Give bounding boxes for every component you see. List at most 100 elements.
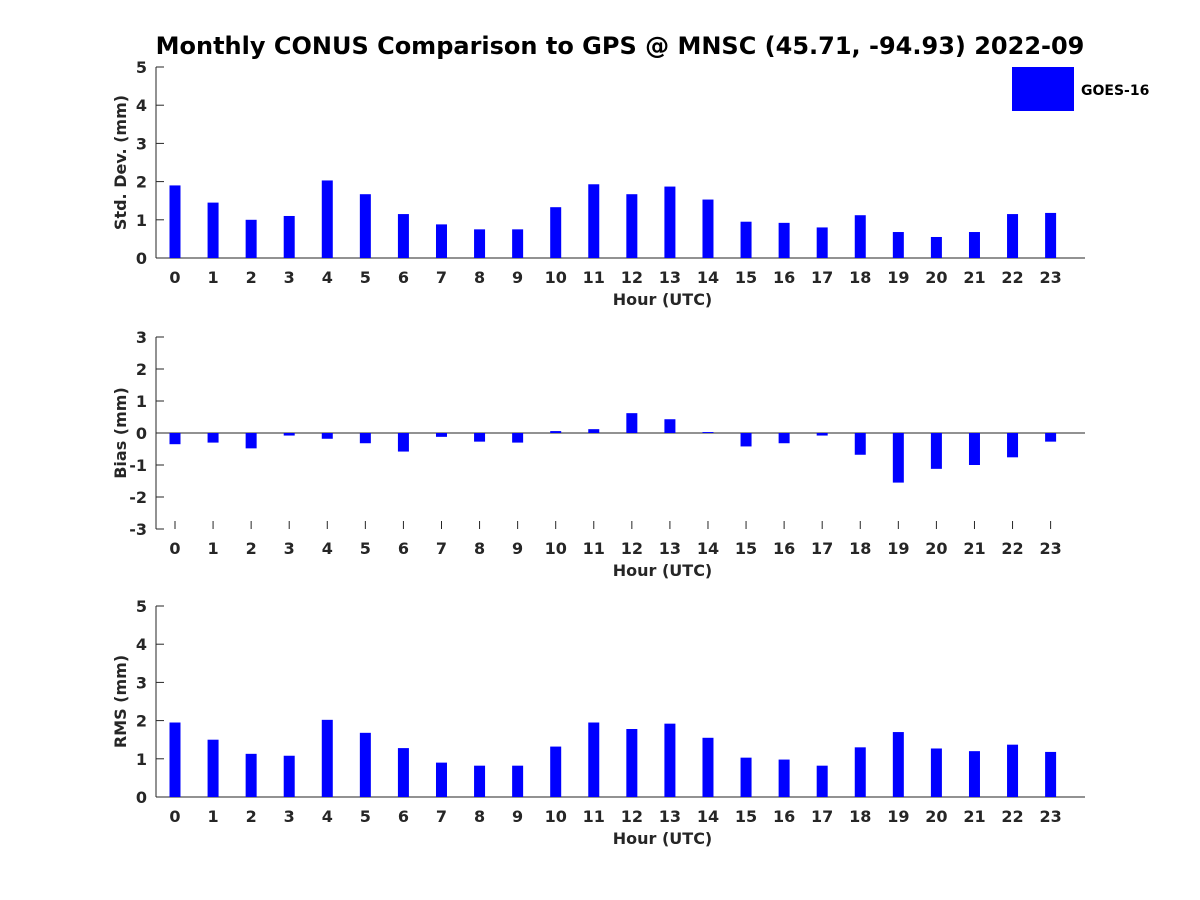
panel-2-x-tick-label: 14 [697, 539, 719, 558]
legend-label: GOES-16 [1081, 83, 1149, 99]
panel-1-x-tick-label: 14 [697, 268, 719, 287]
panel-3-x-tick-label: 10 [545, 807, 567, 826]
panel-1-y-tick-label: 4 [136, 96, 147, 115]
panel-3-y-tick-label: 0 [136, 788, 147, 807]
panel-3-x-tick-label: 3 [284, 807, 295, 826]
panel-2-bar [816, 433, 828, 436]
panel-1-bar [778, 222, 790, 258]
panel-3-y-tick-label: 5 [136, 597, 147, 616]
panel-3-x-tick-label: 0 [169, 807, 180, 826]
panel-1-bar [359, 194, 371, 258]
panel-3-bar [664, 723, 676, 797]
panel-1-bar [854, 215, 866, 258]
panel-2-bar [207, 433, 219, 443]
panel-2-x-tick-label: 9 [512, 539, 523, 558]
panel-2-x-tick-label: 12 [621, 539, 643, 558]
panel-1-bar [816, 227, 828, 258]
panel-1-bar [740, 221, 752, 258]
panel-3-x-tick-label: 8 [474, 807, 485, 826]
panel-2-bar [283, 433, 295, 436]
panel-3-bar [778, 759, 790, 797]
panel-2-bar [778, 433, 790, 444]
panel-3-bar [1007, 744, 1019, 797]
panel-2-x-label: Hour (UTC) [613, 561, 713, 580]
panel-2-bar [854, 433, 866, 455]
panel-2-bar [359, 433, 371, 444]
panel-1-x-tick-label: 8 [474, 268, 485, 287]
panel-2-bar [1007, 433, 1019, 458]
panel-1-bar [435, 224, 447, 258]
panel-3-x-tick-label: 5 [360, 807, 371, 826]
panel-1-x-tick-label: 9 [512, 268, 523, 287]
panel-3-bar [435, 762, 447, 797]
panel-3-x-tick-label: 11 [583, 807, 605, 826]
panel-2-y-tick-label: 2 [136, 360, 147, 379]
panel-1-y-tick-label: 3 [136, 134, 147, 153]
panel-3-x-tick-label: 22 [1001, 807, 1023, 826]
panel-2-bar [435, 433, 447, 437]
panel-1-bar [702, 199, 714, 258]
panel-3-x-tick-label: 9 [512, 807, 523, 826]
panel-3-bar [930, 748, 942, 797]
panel-2-y-tick-label: -3 [129, 520, 147, 539]
panel-2-x-tick-label: 11 [583, 539, 605, 558]
panel-3-y-tick-label: 1 [136, 750, 147, 769]
panel-1-x-tick-label: 23 [1039, 268, 1061, 287]
panel-3-bar [1045, 751, 1057, 797]
panel-1-x-tick-label: 4 [322, 268, 333, 287]
panel-2-bar [588, 429, 600, 433]
panel-2-x-tick-label: 18 [849, 539, 871, 558]
panel-3-x-tick-label: 13 [659, 807, 681, 826]
panel-2-x-tick-label: 10 [545, 539, 567, 558]
panel-3-bar [740, 757, 752, 797]
panel-2-x-tick-label: 5 [360, 539, 371, 558]
panel-2-y-tick-label: 3 [136, 328, 147, 347]
panel-3-bar [550, 746, 562, 797]
panel-1-x-tick-label: 12 [621, 268, 643, 287]
panel-2-x-tick-label: 16 [773, 539, 795, 558]
panel-3-x-tick-label: 2 [246, 807, 257, 826]
panel-2-x-tick-label: 15 [735, 539, 757, 558]
panel-2-x-tick-label: 3 [284, 539, 295, 558]
panel-3-bar [626, 729, 638, 797]
panel-1-bar [245, 219, 257, 258]
panel-1-bar [550, 207, 562, 258]
panel-1-x-tick-label: 20 [925, 268, 947, 287]
panel-1-bar [1045, 212, 1057, 258]
panel-3-bar [512, 765, 524, 797]
panel-1-bar [169, 185, 181, 258]
panel-1-bar [207, 202, 219, 258]
panel-1-y-tick-label: 5 [136, 58, 147, 77]
panel-3-x-tick-label: 23 [1039, 807, 1061, 826]
panel-1-bar [512, 229, 524, 258]
panel-1-x-tick-label: 22 [1001, 268, 1023, 287]
panel-1-bar [968, 232, 980, 258]
panel-2-bar [740, 433, 752, 447]
panel-3-bar [474, 765, 486, 797]
panel-2-bar [664, 419, 676, 433]
panel-3-x-tick-label: 18 [849, 807, 871, 826]
panel-2-bar [245, 433, 257, 449]
panel-1-y-tick-label: 0 [136, 249, 147, 268]
panel-1-x-tick-label: 6 [398, 268, 409, 287]
panel-1-bar [626, 194, 638, 258]
panel-1-bar [892, 232, 904, 258]
panel-3-x-tick-label: 15 [735, 807, 757, 826]
panel-3-bar [702, 737, 714, 797]
panel-2-y-tick-label: 1 [136, 392, 147, 411]
panel-1-x-tick-label: 10 [545, 268, 567, 287]
panel-2-bar [169, 433, 181, 445]
panel-1-bar [588, 184, 600, 258]
panel-3-x-tick-label: 20 [925, 807, 947, 826]
panel-3-bar [169, 722, 181, 797]
panel-3-bar [359, 732, 371, 797]
panel-2-x-tick-label: 4 [322, 539, 333, 558]
panel-1-x-tick-label: 13 [659, 268, 681, 287]
panel-3-bar [892, 732, 904, 797]
panel-2-x-tick-label: 17 [811, 539, 833, 558]
panel-2-bar [321, 433, 333, 439]
panel-3-bar [321, 719, 333, 797]
panel-2-bar [397, 433, 409, 452]
panel-3-bar [816, 765, 828, 797]
panel-2-bar [626, 413, 638, 433]
